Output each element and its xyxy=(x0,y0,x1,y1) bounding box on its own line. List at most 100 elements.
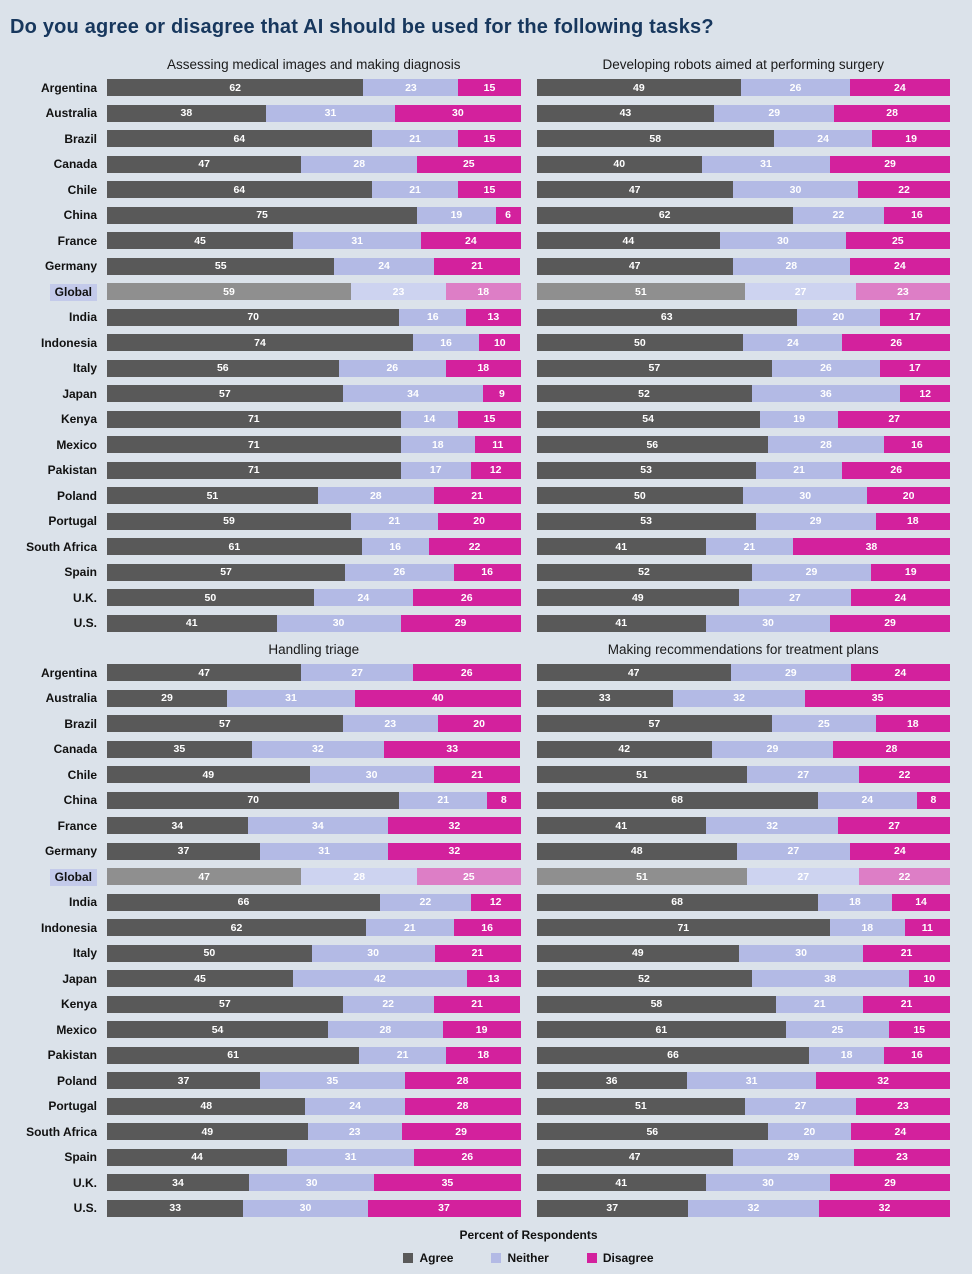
stacked-bar: 50 30 20 xyxy=(536,487,950,505)
bar-segment-disagree: 21 xyxy=(863,944,950,962)
country-label-cell: Portugal xyxy=(0,514,107,528)
chart-row: Poland 37 35 28 36 31 32 xyxy=(0,1068,950,1094)
country-label-cell: U.K. xyxy=(0,1176,107,1190)
bar-segment-agree: 63 xyxy=(536,308,797,326)
country-label-cell: U.S. xyxy=(0,616,107,630)
bar-segment-agree: 68 xyxy=(536,791,818,809)
bar-segment-disagree: 35 xyxy=(805,689,950,707)
bar-segment-disagree: 12 xyxy=(470,461,521,479)
bar-segment-agree: 47 xyxy=(536,1148,733,1166)
stacked-bar: 52 36 12 xyxy=(536,385,950,403)
stacked-bar: 58 21 21 xyxy=(536,995,951,1013)
bar-segment-disagree: 15 xyxy=(458,79,521,97)
country-label-cell: U.S. xyxy=(0,1201,107,1215)
stacked-bar: 41 30 29 xyxy=(536,1174,950,1192)
bar-segment-agree: 37 xyxy=(107,1072,260,1090)
bar-segment-neither: 30 xyxy=(732,181,859,199)
country-label-cell: India xyxy=(0,895,107,909)
bar-segment-disagree: 24 xyxy=(849,257,951,275)
stacked-bar: 51 27 22 xyxy=(536,868,950,886)
country-label: U.K. xyxy=(73,1175,97,1190)
bar-segment-agree: 48 xyxy=(536,842,737,860)
bar-segment-agree: 52 xyxy=(536,563,752,581)
bar-segment-agree: 59 xyxy=(107,283,351,301)
country-label-cell: South Africa xyxy=(0,1125,107,1139)
stacked-bar: 34 34 32 xyxy=(107,817,521,835)
country-label: India xyxy=(68,895,97,910)
stacked-bar: 59 23 18 xyxy=(107,283,521,301)
bar-segment-neither: 32 xyxy=(672,689,806,707)
legend-swatch xyxy=(491,1253,502,1263)
bar-segment-agree: 74 xyxy=(107,334,413,352)
panel-title: Assessing medical images and making diag… xyxy=(167,57,461,72)
bar-segment-agree: 71 xyxy=(107,410,401,428)
bar-segment-neither: 14 xyxy=(400,410,459,428)
stacked-bar: 57 26 16 xyxy=(107,563,521,581)
bar-segment-neither: 31 xyxy=(293,232,422,250)
bar-segment-neither: 21 xyxy=(776,995,864,1013)
stacked-bar: 50 30 21 xyxy=(107,944,521,962)
bar-segment-neither: 31 xyxy=(260,842,389,860)
stacked-bar: 62 22 16 xyxy=(536,206,950,224)
stacked-bar: 35 32 33 xyxy=(107,740,521,758)
bar-segment-agree: 37 xyxy=(536,1199,688,1217)
legend-label: Agree xyxy=(419,1251,454,1265)
country-label: China xyxy=(63,793,97,808)
bar-segment-agree: 51 xyxy=(107,487,318,505)
bar-segment-disagree: 21 xyxy=(863,995,950,1013)
bar-segment-disagree: 40 xyxy=(355,689,521,707)
legend-label: Neither xyxy=(507,1251,549,1265)
bar-segment-neither: 18 xyxy=(400,436,476,454)
bar-segment-agree: 49 xyxy=(536,944,740,962)
bar-segment-disagree: 17 xyxy=(879,359,950,377)
bar-segment-neither: 36 xyxy=(751,385,901,403)
bar-segment-neither: 25 xyxy=(772,715,876,733)
country-label: France xyxy=(57,233,97,248)
chart-row: Argentina 47 27 26 47 29 24 xyxy=(0,660,950,686)
chart-row: Spain 44 31 26 47 29 23 xyxy=(0,1145,950,1171)
bar-segment-neither: 30 xyxy=(706,1174,831,1192)
stacked-bar: 49 23 29 xyxy=(107,1123,521,1141)
bar-segment-agree: 62 xyxy=(107,79,364,97)
stacked-bar: 51 27 23 xyxy=(536,1097,950,1115)
country-label-cell: Canada xyxy=(0,742,107,756)
bar-segment-disagree: 16 xyxy=(883,1046,950,1064)
stacked-bar: 42 29 28 xyxy=(536,740,950,758)
country-label: Brazil xyxy=(64,131,97,146)
chart-row: Mexico 54 28 19 61 25 15 xyxy=(0,1017,950,1043)
bar-segment-agree: 68 xyxy=(536,893,818,911)
bar-segment-agree: 64 xyxy=(107,181,372,199)
bar-segment-neither: 31 xyxy=(686,1072,817,1090)
bar-segment-neither: 31 xyxy=(287,1148,415,1166)
country-label-cell: Global xyxy=(0,868,107,886)
stacked-bar: 49 30 21 xyxy=(536,944,951,962)
stacked-bar: 64 21 15 xyxy=(107,130,521,148)
bar-segment-neither: 22 xyxy=(379,893,471,911)
page-title: Do you agree or disagree that AI should … xyxy=(10,16,714,38)
bar-segment-agree: 57 xyxy=(107,385,343,403)
stacked-bar: 47 27 26 xyxy=(107,664,521,682)
bar-segment-disagree: 11 xyxy=(475,436,521,454)
chart-row: Germany 55 24 21 47 28 24 xyxy=(0,254,951,280)
country-label: Germany xyxy=(44,259,97,274)
bar-segment-neither: 32 xyxy=(251,740,385,758)
bar-segment-neither: 24 xyxy=(334,257,434,275)
bar-segment-agree: 47 xyxy=(536,181,733,199)
bar-segment-agree: 57 xyxy=(107,563,346,581)
chart-row: Chile 64 21 15 47 30 22 xyxy=(0,177,950,203)
bar-segment-neither: 30 xyxy=(720,232,846,250)
stacked-bar: 45 31 24 xyxy=(107,232,521,250)
bar-segment-neither: 30 xyxy=(743,487,868,505)
chart-row: China 70 21 8 68 24 8 xyxy=(0,788,950,814)
bar-segment-neither: 27 xyxy=(739,589,851,607)
country-label-cell: China xyxy=(0,793,107,807)
bar-segment-neither: 23 xyxy=(350,283,447,301)
bar-segment-agree: 41 xyxy=(536,538,707,556)
country-label-cell: Italy xyxy=(0,361,107,375)
chart-row: Canada 47 28 25 40 31 29 xyxy=(0,152,951,178)
country-label: India xyxy=(68,310,97,325)
country-label: Portugal xyxy=(48,514,97,529)
bar-segment-disagree: 25 xyxy=(845,232,950,250)
bar-segment-agree: 50 xyxy=(536,334,744,352)
country-label-cell: China xyxy=(0,208,107,222)
